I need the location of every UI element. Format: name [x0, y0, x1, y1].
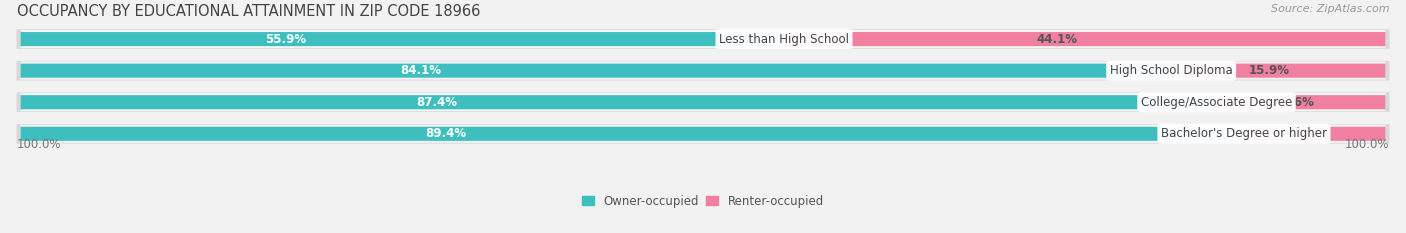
FancyBboxPatch shape — [21, 127, 1244, 141]
FancyBboxPatch shape — [1244, 127, 1385, 141]
FancyBboxPatch shape — [17, 61, 1389, 80]
Text: Source: ZipAtlas.com: Source: ZipAtlas.com — [1271, 4, 1389, 14]
FancyBboxPatch shape — [1216, 95, 1385, 109]
Text: 10.6%: 10.6% — [1289, 127, 1330, 140]
FancyBboxPatch shape — [21, 62, 1385, 80]
Text: 12.6%: 12.6% — [1274, 96, 1315, 109]
Text: Less than High School: Less than High School — [718, 33, 849, 46]
FancyBboxPatch shape — [21, 95, 1216, 109]
Text: 100.0%: 100.0% — [17, 138, 60, 151]
Text: 44.1%: 44.1% — [1036, 33, 1077, 46]
FancyBboxPatch shape — [21, 125, 1385, 143]
FancyBboxPatch shape — [21, 64, 1171, 78]
FancyBboxPatch shape — [21, 32, 785, 46]
Legend: Owner-occupied, Renter-occupied: Owner-occupied, Renter-occupied — [578, 190, 828, 212]
FancyBboxPatch shape — [17, 124, 1389, 144]
Text: 55.9%: 55.9% — [264, 33, 305, 46]
Text: 87.4%: 87.4% — [416, 96, 457, 109]
FancyBboxPatch shape — [17, 93, 1389, 112]
FancyBboxPatch shape — [1171, 64, 1385, 78]
Text: 89.4%: 89.4% — [426, 127, 467, 140]
FancyBboxPatch shape — [21, 93, 1385, 111]
Text: 15.9%: 15.9% — [1249, 64, 1289, 77]
Text: 100.0%: 100.0% — [1346, 138, 1389, 151]
Text: High School Diploma: High School Diploma — [1109, 64, 1233, 77]
Text: College/Associate Degree: College/Associate Degree — [1140, 96, 1292, 109]
FancyBboxPatch shape — [17, 29, 1389, 49]
Text: 84.1%: 84.1% — [401, 64, 441, 77]
FancyBboxPatch shape — [785, 32, 1385, 46]
FancyBboxPatch shape — [21, 30, 1385, 48]
Text: Bachelor's Degree or higher: Bachelor's Degree or higher — [1161, 127, 1327, 140]
Text: OCCUPANCY BY EDUCATIONAL ATTAINMENT IN ZIP CODE 18966: OCCUPANCY BY EDUCATIONAL ATTAINMENT IN Z… — [17, 4, 479, 19]
